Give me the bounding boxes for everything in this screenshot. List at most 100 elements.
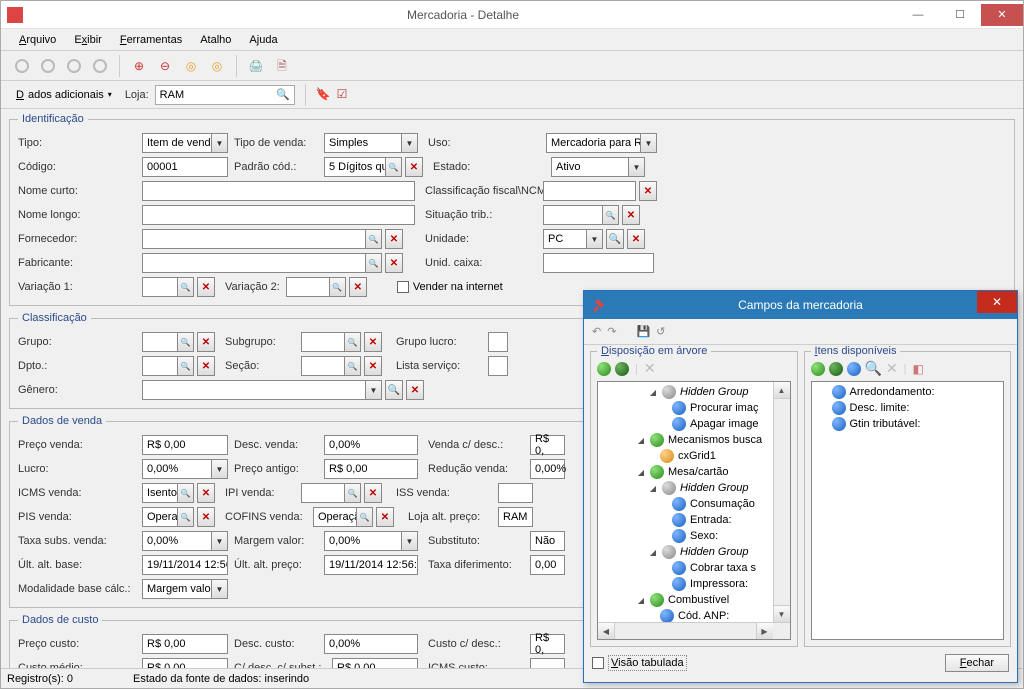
preco-venda-field[interactable]: R$ 0,00 (142, 435, 228, 455)
desc-custo-field[interactable]: 0,00% (324, 634, 418, 654)
var1-clear-icon[interactable]: ✕ (197, 277, 215, 297)
vender-internet-checkbox[interactable]: Vender na internet (397, 281, 503, 293)
icms-venda-clear-icon[interactable]: ✕ (197, 483, 215, 503)
tree-hscrollbar[interactable]: ◀ ▶ (598, 622, 790, 639)
menu-atalho[interactable]: Atalho (192, 32, 239, 48)
uso-combo[interactable]: Mercadoria para R▼ (546, 133, 657, 153)
subgrupo-combo[interactable]: 🔍 (301, 332, 361, 352)
icms-custo-field[interactable] (530, 658, 565, 668)
itens-layout-icon[interactable]: ◧ (913, 362, 924, 376)
fabricante-clear-icon[interactable]: ✕ (385, 253, 403, 273)
fornecedor-combo[interactable]: 🔍 (142, 229, 382, 249)
modalidade-combo[interactable]: Margem valor agr▼ (142, 579, 228, 599)
var2-combo[interactable]: 🔍 (286, 277, 346, 297)
menu-ajuda[interactable]: Ajuda (241, 32, 285, 48)
custo-medio-field[interactable]: R$ 0,00 (142, 658, 228, 668)
doc-icon[interactable]: 🗎 (271, 55, 293, 77)
preco-antigo-field[interactable]: R$ 0,00 (324, 459, 418, 479)
dialog-close-button[interactable]: ✕ (977, 291, 1017, 313)
expand-up-icon[interactable] (615, 362, 629, 376)
itens-tree-area[interactable]: Arredondamento: Desc. limite: Gtin tribu… (811, 381, 1005, 640)
codigo-field[interactable]: 00001 (142, 157, 228, 177)
estado-combo[interactable]: Ativo▼ (551, 157, 645, 177)
cofins-venda-clear-icon[interactable]: ✕ (376, 507, 394, 527)
tree-vscrollbar[interactable]: ▲ ▼ (773, 382, 790, 622)
check-icon[interactable]: ☑ (337, 88, 348, 101)
maximize-button[interactable]: ☐ (939, 4, 981, 26)
panel-delete-icon[interactable]: ✕ (644, 360, 656, 377)
var2-clear-icon[interactable]: ✕ (349, 277, 367, 297)
grupo-combo[interactable]: 🔍 (142, 332, 194, 352)
nome-curto-field[interactable] (142, 181, 415, 201)
close-button[interactable]: ✕ (981, 4, 1023, 26)
tree-area[interactable]: ◢Hidden Group Procurar imaç Apagar image… (597, 381, 791, 640)
venda-cdesc-field[interactable]: R$ 0, (530, 435, 565, 455)
delete-icon[interactable]: ⊖ (154, 55, 176, 77)
revert-icon[interactable]: ↺ (656, 325, 665, 338)
loja-alt-field[interactable]: RAM (498, 507, 533, 527)
cofins-venda-combo[interactable]: Operação Isent🔍 (313, 507, 373, 527)
fornecedor-clear-icon[interactable]: ✕ (385, 229, 403, 249)
expand-down-icon[interactable] (597, 362, 611, 376)
classif-clear-icon[interactable]: ✕ (639, 181, 657, 201)
pis-venda-clear-icon[interactable]: ✕ (197, 507, 215, 527)
cdesc-subst-field[interactable]: R$ 0,00 (332, 658, 418, 668)
var1-combo[interactable]: 🔍 (142, 277, 194, 297)
sit-trib-combo[interactable]: 🔍 (543, 205, 619, 225)
undo-icon[interactable]: ↶ (592, 325, 601, 338)
dpto-combo[interactable]: 🔍 (142, 356, 194, 376)
dados-adicionais-dropdown[interactable]: Dados adicionais ▾ (9, 86, 119, 104)
desc-venda-field[interactable]: 0,00% (324, 435, 418, 455)
unidade-search-icon[interactable]: 🔍 (606, 229, 624, 249)
tipo-venda-combo[interactable]: Simples▼ (324, 133, 418, 153)
padrao-combo[interactable]: 5 Dígitos quaisq🔍 (324, 157, 402, 177)
genero-combo[interactable]: ▼ (142, 380, 382, 400)
dpto-clear-icon[interactable]: ✕ (197, 356, 215, 376)
itens-ball-icon[interactable] (847, 362, 861, 376)
unidade-combo[interactable]: PC▼ (543, 229, 603, 249)
lista-servico-field[interactable] (488, 356, 508, 376)
ipi-venda-clear-icon[interactable]: ✕ (364, 483, 382, 503)
tipo-combo[interactable]: Item de venda▼ (142, 133, 228, 153)
redo-icon[interactable]: ↷ (607, 325, 616, 338)
secao-clear-icon[interactable]: ✕ (364, 356, 382, 376)
ult-alt-preco-field[interactable]: 19/11/2014 12:56:31 (324, 555, 418, 575)
itens-expand-down-icon[interactable] (811, 362, 825, 376)
nome-longo-field[interactable] (142, 205, 415, 225)
genero-clear-icon[interactable]: ✕ (406, 380, 424, 400)
menu-arquivo[interactable]: Arquivo (11, 32, 64, 48)
sit-trib-clear-icon[interactable]: ✕ (622, 205, 640, 225)
taxa-subs-combo[interactable]: 0,00%▼ (142, 531, 228, 551)
pis-venda-combo[interactable]: Operação Isent🔍 (142, 507, 194, 527)
taxa-dif-field[interactable]: 0,00 (530, 555, 565, 575)
save-icon[interactable]: 💾 (636, 325, 650, 338)
icms-venda-combo[interactable]: Isento🔍 (142, 483, 194, 503)
iss-venda-field[interactable] (498, 483, 533, 503)
classif-field[interactable] (543, 181, 636, 201)
lucro-combo[interactable]: 0,00%▼ (142, 459, 228, 479)
fabricante-combo[interactable]: 🔍 (142, 253, 382, 273)
grupo-lucro-field[interactable] (488, 332, 508, 352)
substituto-field[interactable]: Não (530, 531, 565, 551)
tag-icon[interactable]: 🔖 (316, 88, 331, 101)
itens-expand-up-icon[interactable] (829, 362, 843, 376)
custo-cdesc-field[interactable]: R$ 0, (530, 634, 565, 654)
preco-custo-field[interactable]: R$ 0,00 (142, 634, 228, 654)
confirm-icon[interactable]: ◎ (180, 55, 202, 77)
secao-combo[interactable]: 🔍 (301, 356, 361, 376)
menu-exibir[interactable]: Exibir (66, 32, 110, 48)
ipi-venda-combo[interactable]: 🔍 (301, 483, 361, 503)
margem-valor-combo[interactable]: 0,00%▼ (324, 531, 418, 551)
menu-ferramentas[interactable]: Ferramentas (112, 32, 190, 48)
grupo-clear-icon[interactable]: ✕ (197, 332, 215, 352)
subgrupo-clear-icon[interactable]: ✕ (364, 332, 382, 352)
unid-caixa-field[interactable] (543, 253, 654, 273)
ult-alt-base-field[interactable]: 19/11/2014 12:56:31 (142, 555, 228, 575)
fechar-button[interactable]: Fechar (945, 654, 1009, 672)
reducao-field[interactable]: 0,00% (530, 459, 565, 479)
itens-search-icon[interactable]: 🔍 (865, 360, 882, 377)
visao-tabulada-checkbox[interactable]: Visão tabulada (592, 655, 687, 671)
itens-delete-icon[interactable]: ✕ (886, 360, 898, 377)
genero-search-icon[interactable]: 🔍 (385, 380, 403, 400)
nav-next-icon[interactable] (63, 55, 85, 77)
